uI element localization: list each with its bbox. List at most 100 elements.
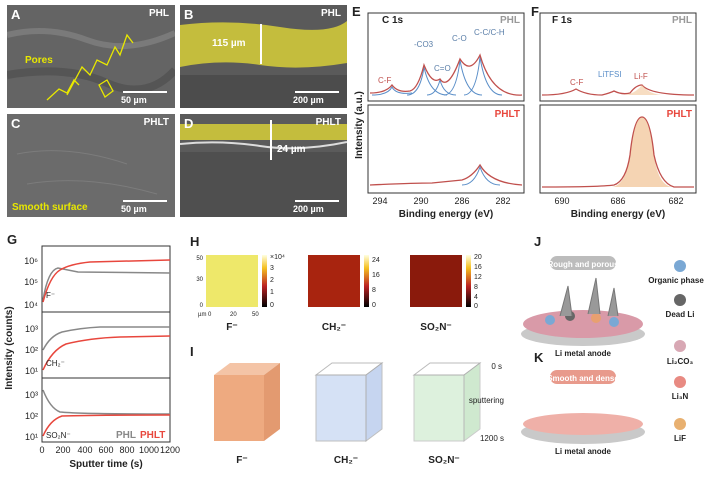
h-label-ch2: CH₂⁻ <box>322 322 346 333</box>
schematic-jk: Rough and porous Li metal anode Smooth a… <box>521 256 704 456</box>
sem-panel-d: D PHLT 24 µm 200 µm <box>180 114 347 217</box>
scale-bar-a <box>123 91 167 93</box>
f-label-lif: Li-F <box>634 72 648 81</box>
tof-sims-depth-profile: Intensity (counts) 10⁶ 10⁵ 10⁴ 10³ 10² 1… <box>4 245 180 470</box>
h-unit: µm <box>198 312 206 318</box>
legend-organic-icon <box>674 260 686 272</box>
panel-letter-b: B <box>184 7 194 22</box>
e-xtick-1: 290 <box>413 196 428 206</box>
g-curve-ch2-phl <box>42 326 170 351</box>
g-xtick-0: 0 <box>39 445 44 455</box>
tof-sims-3d-renders: F⁻ CH₂⁻ SO₂N⁻ 0 s sputtering 1200 s <box>214 362 504 466</box>
g-ytick-bot-0: 10³ <box>25 390 38 400</box>
i-depth-mid: sputtering <box>469 396 504 405</box>
i-label-f: F⁻ <box>236 455 247 466</box>
thickness-arrow-b <box>260 24 262 64</box>
g-ytick-top-1: 10⁵ <box>24 277 38 287</box>
e-peak-cf <box>371 85 413 96</box>
j-dendrites <box>559 277 619 317</box>
g-frame <box>41 245 171 443</box>
f-xlabel: Binding energy (eV) <box>571 209 665 219</box>
h-ytick-5: 0 <box>200 303 204 309</box>
i-cube-f-side <box>264 363 280 441</box>
h-xtick-0: 0 <box>208 312 212 318</box>
e-xtick-0: 294 <box>372 196 387 206</box>
sample-tag-b: PHL <box>321 8 341 19</box>
g-ylabel: Intensity (counts) <box>4 306 15 389</box>
panel-letter-h: H <box>190 234 200 249</box>
thickness-label-d: 24 µm <box>277 144 306 155</box>
e-top-frame <box>367 12 525 102</box>
h-cbar-f-1: 3 <box>270 265 274 272</box>
g-xtick-1: 200 <box>55 445 70 455</box>
h-cbar-ch2-1: 16 <box>372 272 380 279</box>
scale-bar-d <box>295 200 339 202</box>
legend-li2co3-icon <box>674 340 686 352</box>
h-ytick-0: 50 <box>196 256 203 262</box>
scale-text-a: 50 µm <box>121 95 147 105</box>
i-cube-f-front <box>214 375 264 441</box>
panel-letter-f: F <box>531 4 539 19</box>
i-depth-bot: 1200 s <box>480 434 504 443</box>
j-particle-organic <box>545 315 555 325</box>
sem-panel-b: B PHL 115 µm 200 µm <box>180 5 347 108</box>
e-label-ceqo: C=O <box>434 64 451 73</box>
e-xtick-3: 282 <box>495 196 510 206</box>
g-curve-f-phl <box>42 267 171 301</box>
g-species-ch2: CH₂⁻ <box>46 359 65 368</box>
e-top-envelope <box>369 53 523 96</box>
scale-bar-c <box>123 200 167 202</box>
g-ytick-mid-1: 10² <box>25 345 38 355</box>
h-cbar-so2n-0: 20 <box>474 254 482 261</box>
scale-text-d: 200 µm <box>293 204 324 214</box>
e-bottom-peak <box>461 165 501 186</box>
g-legend-phl: PHL <box>116 430 136 441</box>
sem-panel-a: A PHL Pores 50 µm <box>7 5 175 108</box>
h-xtick-2: 20 <box>230 312 237 318</box>
k-layer <box>523 413 643 435</box>
h-ytick-2: 30 <box>196 277 203 283</box>
i-label-ch2: CH₂⁻ <box>334 455 358 466</box>
h-cbar-f-0: ×10⁴ <box>270 254 285 261</box>
h-map-so2n <box>410 255 462 307</box>
e-bottom-frame <box>367 104 525 194</box>
h-cbar-f-3: 1 <box>270 289 274 296</box>
h-xtick-5: 50 <box>252 312 259 318</box>
g-xlabel: Sputter time (s) <box>69 459 142 470</box>
j-particle-organic-2 <box>609 317 619 327</box>
i-cube-f-top <box>214 363 280 375</box>
g-curve-ch2-phlt <box>42 335 171 371</box>
sample-tag-a: PHL <box>149 8 169 19</box>
g-ytick-mid-0: 10³ <box>25 324 38 334</box>
e-title: C 1s <box>382 15 404 26</box>
legend-li3n: Li₃N <box>672 392 689 401</box>
h-cbar-f-4: 0 <box>270 302 274 309</box>
g-xtick-6: 1200 <box>160 445 180 455</box>
scale-bar-b <box>295 91 339 93</box>
h-label-f: F⁻ <box>226 322 237 333</box>
i-label-so2n: SO₂N⁻ <box>428 455 459 466</box>
e-xtick-2: 286 <box>454 196 469 206</box>
g-species-so2n: SO₂N⁻ <box>46 431 71 440</box>
k-banner-text: Smooth and dense <box>547 374 619 383</box>
f-top-lif-fill <box>622 85 664 95</box>
g-xtick-5: 1000 <box>139 445 159 455</box>
thickness-arrow-d <box>270 120 272 160</box>
f-label-cf: C-F <box>570 78 583 87</box>
h-label-so2n: SO₂N⁻ <box>420 322 451 333</box>
f-title: F 1s <box>552 15 572 26</box>
legend-li3n-icon <box>674 376 686 388</box>
h-cbar-so2n-3: 8 <box>474 284 478 291</box>
panel-letter-d: D <box>184 116 194 131</box>
j-banner-text: Rough and porous <box>547 260 619 269</box>
h-map-f <box>206 255 258 307</box>
h-cbar-so2n-2: 12 <box>474 274 482 281</box>
g-xtick-3: 600 <box>98 445 113 455</box>
e-label-co3: -CO3 <box>414 40 434 49</box>
h-map-ch2 <box>308 255 360 307</box>
j-particle-lif <box>591 313 601 323</box>
scale-text-c: 50 µm <box>121 204 147 214</box>
panel-letter-g: G <box>7 232 18 247</box>
f-bottom-envelope <box>541 116 695 188</box>
e-label-cf: C-F <box>378 76 391 85</box>
